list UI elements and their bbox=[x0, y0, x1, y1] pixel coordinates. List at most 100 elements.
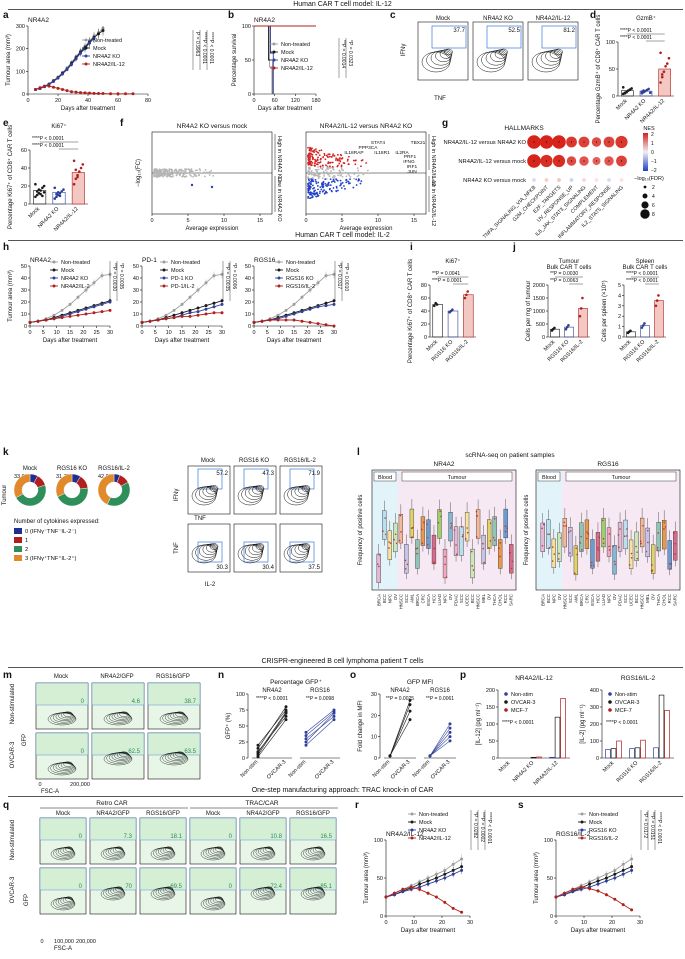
legend-label: MCF-7 bbox=[511, 708, 528, 714]
p-value: ****P < 0.0001 bbox=[606, 720, 638, 726]
contour bbox=[554, 48, 563, 56]
legend-label: Mock bbox=[93, 46, 106, 52]
panel-letter-r: r bbox=[355, 800, 359, 811]
gene-point bbox=[307, 161, 310, 164]
data-point bbox=[581, 549, 583, 551]
data-point bbox=[576, 553, 578, 556]
x-tick-label: 20 bbox=[192, 330, 198, 336]
gene-point bbox=[340, 182, 342, 185]
legend-marker bbox=[84, 38, 88, 42]
gene-point bbox=[326, 167, 328, 170]
legend-marker bbox=[608, 708, 612, 712]
box bbox=[470, 548, 475, 579]
gene-point bbox=[349, 178, 351, 181]
data-point bbox=[597, 549, 600, 551]
gene-point bbox=[309, 186, 312, 189]
legend-marker bbox=[162, 268, 166, 272]
legend-marker bbox=[84, 62, 88, 66]
gene-point bbox=[312, 184, 314, 187]
x-tick-label: 30 bbox=[219, 330, 225, 336]
data-point bbox=[590, 561, 593, 564]
gene-point bbox=[314, 192, 316, 195]
x-tick-label: OVCAR-3 bbox=[430, 759, 452, 781]
p-value: *P = 0.0006 bbox=[231, 263, 237, 289]
x-tick-label: 0 bbox=[28, 330, 31, 336]
data-point bbox=[42, 184, 46, 188]
panel-subtitle: NR4A2 bbox=[262, 688, 282, 694]
data-point bbox=[667, 56, 671, 60]
legend-label: NR4A2 KO bbox=[61, 276, 89, 282]
gene-point bbox=[357, 179, 360, 182]
box bbox=[673, 531, 678, 561]
gene-point bbox=[184, 168, 186, 171]
x-tick-label: OVCAR-3 bbox=[314, 759, 336, 781]
chart-title: NR4A2/IL-12 bbox=[515, 675, 553, 682]
gene-label: IRF1 bbox=[407, 164, 418, 170]
gene-point bbox=[170, 170, 173, 173]
gene-point bbox=[169, 173, 172, 176]
data-point bbox=[304, 743, 308, 747]
gene-point bbox=[311, 158, 314, 161]
gene-point bbox=[153, 175, 155, 178]
box bbox=[448, 511, 453, 542]
data-point bbox=[433, 561, 435, 563]
p-value: ****P < 0.0001 bbox=[626, 278, 658, 284]
gene-point bbox=[160, 170, 163, 173]
panel-letter-e: e bbox=[3, 118, 9, 129]
gene-point bbox=[317, 156, 319, 159]
gene-point bbox=[155, 175, 158, 177]
gene-point bbox=[307, 178, 310, 181]
x-tick-label: NPC bbox=[387, 594, 392, 603]
bar bbox=[560, 698, 566, 759]
gene-point bbox=[333, 181, 336, 183]
gene-point bbox=[313, 149, 315, 152]
data-point bbox=[451, 308, 454, 312]
chart-title: scRNA-seq on patient samples bbox=[465, 452, 555, 459]
x-axis-label: FSC-A bbox=[54, 946, 72, 952]
gate bbox=[239, 817, 287, 841]
box bbox=[628, 539, 634, 569]
legend-marker bbox=[504, 708, 508, 712]
x-axis-label: Days after treatment bbox=[155, 338, 210, 344]
data-point bbox=[602, 542, 605, 544]
gene-point bbox=[307, 187, 310, 190]
data-point bbox=[511, 560, 514, 563]
data-point bbox=[662, 70, 666, 73]
x-axis-label: Days after treatment bbox=[43, 338, 98, 344]
x-tick-label: 20 bbox=[304, 330, 310, 336]
p-value: **P = 0.0010 bbox=[343, 263, 349, 291]
gene-point bbox=[333, 176, 336, 178]
data-point bbox=[416, 552, 418, 555]
gene-point bbox=[313, 190, 315, 193]
panel-subtitle: RGS16 bbox=[310, 688, 330, 694]
data-point bbox=[41, 186, 44, 190]
gene-point bbox=[347, 173, 349, 175]
p-value: ****P < 0.0001 bbox=[620, 28, 652, 34]
gate bbox=[91, 732, 145, 756]
gene-point bbox=[315, 168, 318, 171]
box bbox=[404, 544, 409, 574]
y-tick-label: 0 bbox=[248, 324, 251, 330]
legend-tick: 0 bbox=[651, 150, 654, 156]
gene-point bbox=[307, 146, 309, 149]
box bbox=[492, 516, 497, 546]
data-point bbox=[640, 326, 644, 329]
legend-label: Mock bbox=[286, 268, 299, 274]
side-label: High in NR4A2 KO bbox=[276, 136, 282, 183]
y-tick-label: 100 bbox=[236, 692, 245, 698]
legend-title: −log₁₀(FDR) bbox=[634, 176, 664, 182]
section-rule bbox=[8, 796, 683, 797]
x-tick-label: NR4A2 KO bbox=[512, 760, 536, 784]
y-tick-label: 50 bbox=[547, 876, 553, 882]
y-axis-label: Percentage survival bbox=[232, 34, 238, 87]
pair-line bbox=[305, 719, 335, 746]
significance-dot bbox=[608, 160, 610, 162]
gene-point bbox=[157, 170, 160, 173]
y-tick-label: 200 bbox=[486, 688, 495, 694]
gene-point bbox=[325, 177, 328, 180]
gene-point bbox=[314, 160, 317, 163]
gate-percentage: 37.5 bbox=[308, 565, 320, 571]
gene-point bbox=[341, 169, 344, 171]
x-tick-label: BRCA bbox=[415, 594, 420, 606]
box bbox=[409, 508, 415, 539]
